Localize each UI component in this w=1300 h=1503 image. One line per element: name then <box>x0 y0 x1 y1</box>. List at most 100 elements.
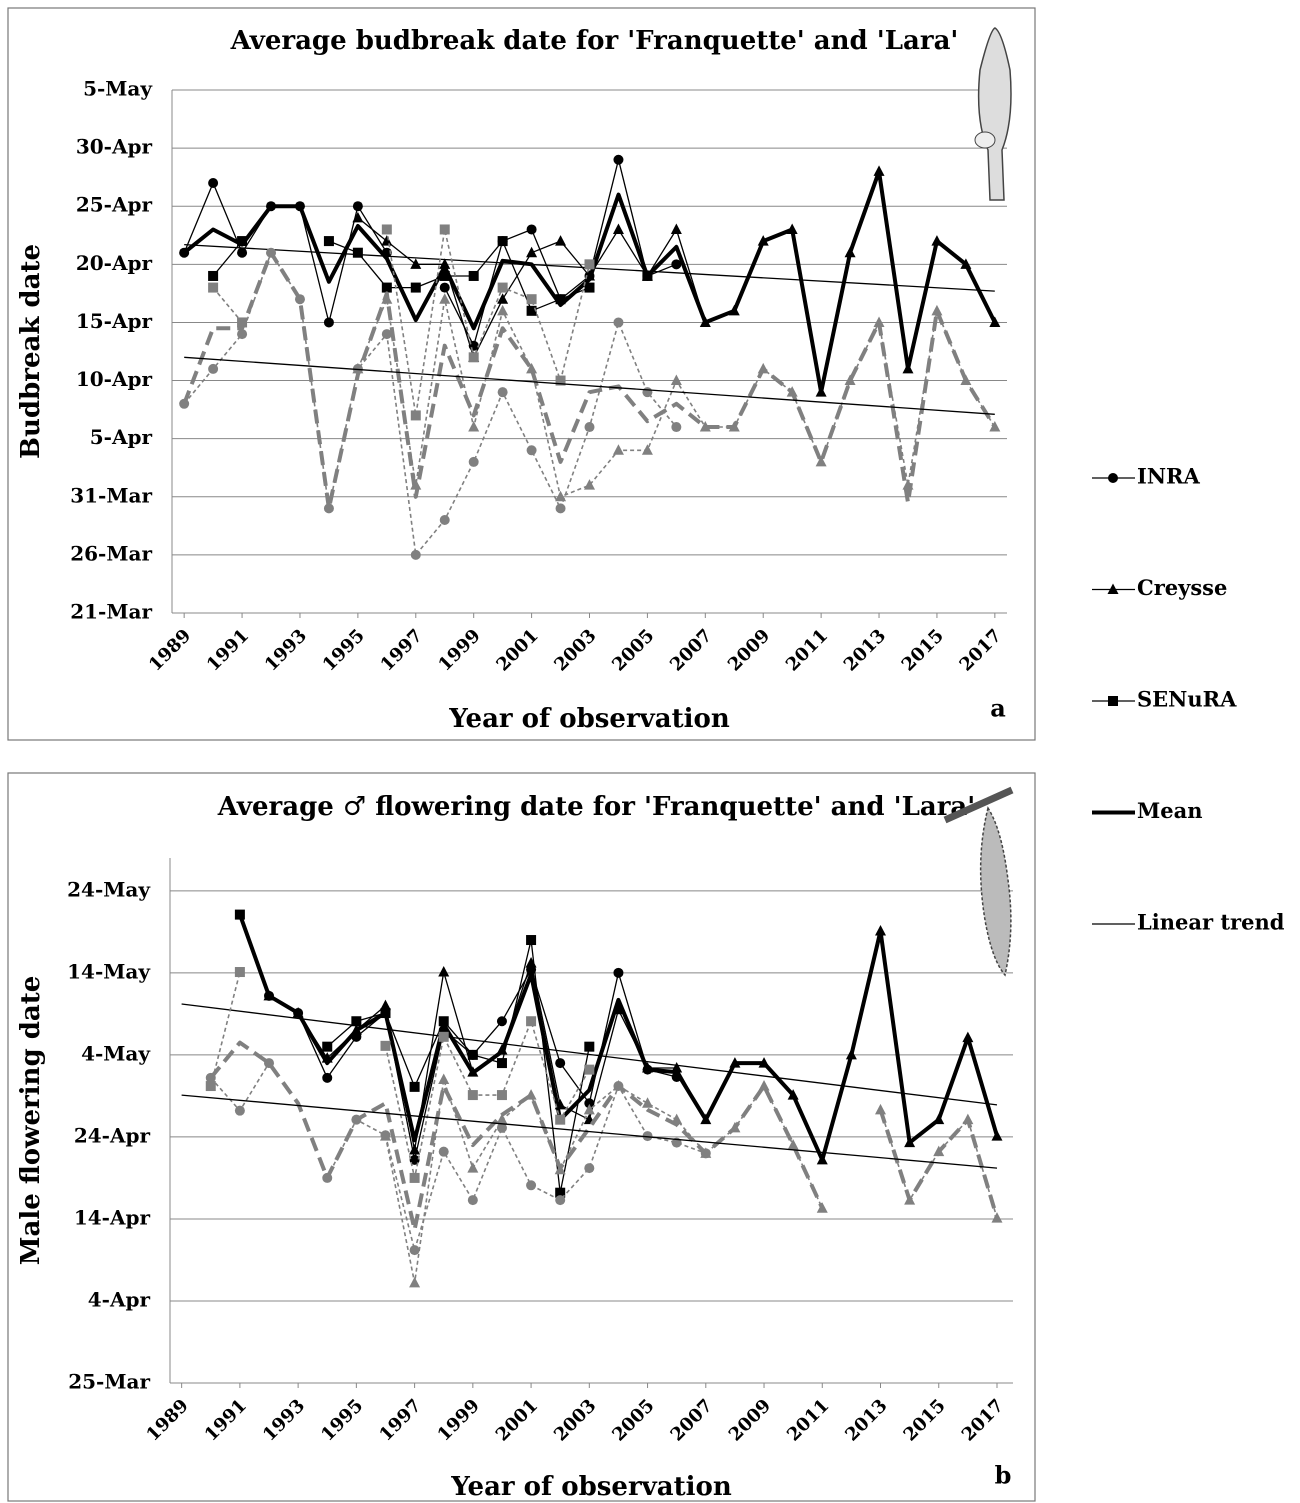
x-tick-label: 2001 <box>492 1395 542 1445</box>
marker-circle <box>496 1016 507 1027</box>
marker-square <box>234 967 245 978</box>
marker-square <box>584 259 595 270</box>
legend-label: Creysse <box>1137 575 1227 600</box>
marker-triangle <box>612 444 624 455</box>
bud-node <box>974 131 996 149</box>
series-line <box>182 250 997 511</box>
marker-triangle <box>496 1113 508 1125</box>
marker-circle <box>208 363 219 374</box>
x-tick-label: 2015 <box>898 625 948 675</box>
x-axis-label: Year of observation <box>450 1472 732 1502</box>
marker-triangle <box>352 211 364 223</box>
marker-circle <box>439 282 450 293</box>
x-tick-label: 1989 <box>145 625 195 675</box>
marker-circle <box>438 1146 449 1157</box>
marker-square <box>322 1041 333 1052</box>
x-tick-label: 2013 <box>840 625 890 675</box>
y-tick-label: 10-Apr <box>76 367 153 391</box>
marker-square <box>555 375 566 386</box>
y-axis-label: Budbreak date <box>16 244 46 459</box>
marker-circle <box>526 224 537 235</box>
marker-circle <box>584 1163 595 1174</box>
marker-circle <box>468 456 479 467</box>
x-tick-label: 1999 <box>434 1395 484 1445</box>
marker-triangle <box>526 246 538 258</box>
x-tick-label: 2011 <box>782 625 832 675</box>
marker-square <box>555 1187 566 1198</box>
x-tick-label: 2003 <box>550 1395 600 1445</box>
marker-circle <box>671 259 682 270</box>
panel-label: a <box>990 694 1006 723</box>
series-line <box>209 1040 999 1232</box>
y-tick-label: 4-Apr <box>88 1287 151 1311</box>
marker-square <box>237 317 248 328</box>
marker-square <box>497 236 508 247</box>
marker-square <box>351 1016 362 1027</box>
catkin <box>979 806 1012 977</box>
marker-triangle <box>583 1103 595 1115</box>
series-line <box>182 169 997 395</box>
y-tick-label: 14-Apr <box>74 1205 151 1229</box>
marker-triangle <box>526 362 538 374</box>
x-tick-label: 1999 <box>434 625 484 675</box>
marker-square <box>526 935 537 946</box>
y-tick-label: 21-Mar <box>70 600 152 624</box>
marker-circle <box>1108 473 1118 483</box>
marker-square <box>584 1041 595 1052</box>
y-tick-label: 4-May <box>81 1041 151 1065</box>
marker-triangle <box>381 235 393 246</box>
panel-label: b <box>995 1461 1012 1490</box>
y-tick-label: 15-Apr <box>76 309 153 333</box>
marker-square <box>496 1058 507 1069</box>
x-tick-label: 2015 <box>900 1395 950 1445</box>
x-tick-label: 1991 <box>203 625 253 675</box>
marker-square <box>497 282 508 293</box>
marker-square <box>205 1081 216 1092</box>
marker-circle <box>555 1058 566 1069</box>
legend-label: Mean <box>1137 798 1202 823</box>
x-tick-label: 1993 <box>259 1395 309 1445</box>
marker-circle <box>208 177 219 188</box>
marker-square <box>439 270 450 281</box>
twig <box>943 786 1014 824</box>
series-line <box>210 1062 707 1251</box>
marker-square <box>496 1090 507 1101</box>
series-line <box>184 356 995 415</box>
x-tick-label: 2009 <box>725 1395 775 1445</box>
bud-illustration <box>974 27 1012 201</box>
marker-square <box>208 270 219 281</box>
marker-circle <box>409 1245 420 1256</box>
y-tick-label: 24-May <box>67 877 151 901</box>
marker-circle <box>613 317 624 328</box>
series-line <box>181 1094 998 1169</box>
marker-square <box>410 410 421 421</box>
series-line <box>357 298 996 498</box>
legend-label: INRA <box>1137 464 1200 489</box>
marker-circle <box>237 247 248 258</box>
marker-square <box>323 236 334 247</box>
marker-square <box>381 224 392 235</box>
marker-triangle <box>670 223 682 234</box>
marker-circle <box>584 1098 595 1109</box>
marker-triangle <box>641 444 653 455</box>
marker-triangle <box>379 1130 391 1141</box>
series-line <box>268 968 677 1161</box>
marker-triangle <box>815 455 827 467</box>
marker-square <box>208 282 219 293</box>
y-axis-label: Male flowering date <box>16 976 46 1266</box>
y-tick-label: 25-Mar <box>68 1370 150 1394</box>
marker-square <box>468 270 479 281</box>
marker-square <box>439 224 450 235</box>
marker-square <box>409 1172 420 1183</box>
marker-square <box>526 305 537 316</box>
series-line <box>183 251 678 556</box>
y-tick-label: 26-Mar <box>70 541 152 565</box>
x-tick-label: 2007 <box>667 1395 717 1445</box>
marker-circle <box>584 422 595 433</box>
panel-frame <box>7 772 1036 1502</box>
marker-circle <box>613 967 624 978</box>
marker-circle <box>439 515 450 526</box>
marker-triangle <box>497 293 509 304</box>
